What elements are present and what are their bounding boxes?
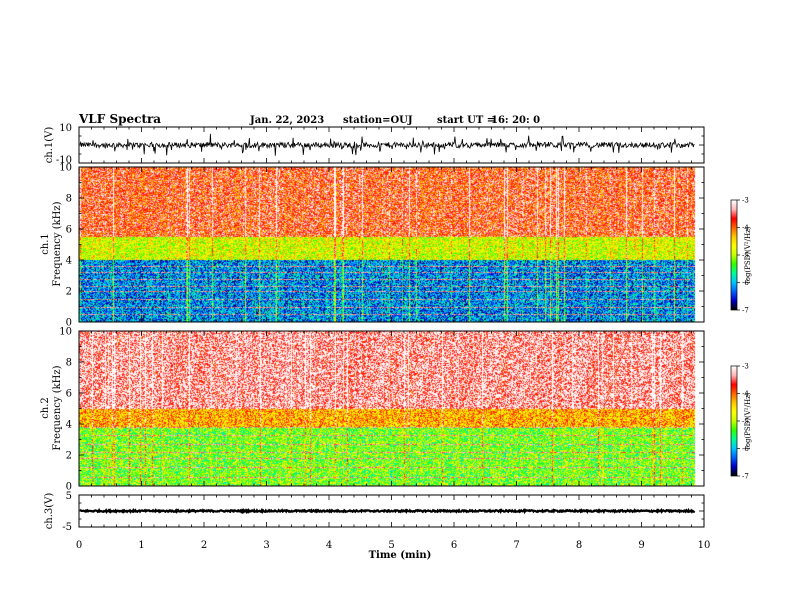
ch2-colorbar-image-holder (731, 366, 737, 476)
ch3-waveform-ylabel: ch.3(V) (44, 493, 55, 530)
time-axis-tick-label: 4 (326, 540, 332, 551)
time-axis-tick-label: 2 (201, 540, 207, 551)
ch1-colorbar-tick-label: -3 (742, 197, 749, 205)
ch2-colorbar-tick-label: -4 (742, 390, 749, 398)
ch2-colorbar-ticks: -3 -4 -5 -6 -7 (737, 363, 749, 481)
ch1-spectrogram-ytick-label: 8 (66, 194, 72, 205)
ch1-ytick-label-top: 10 (59, 123, 72, 134)
ch3-waveform-ticks (78, 494, 705, 528)
ch1-waveform-panel: 10 -10 ch.1(V) (44, 123, 705, 166)
ch1-waveform-ticks (78, 126, 705, 164)
ch2-spectrogram-image (79, 331, 704, 486)
time-axis-tick-label: 10 (698, 540, 711, 551)
ch1-spectrogram-ytick-label: 6 (66, 225, 72, 236)
ch1-waveform-ylabel: ch.1(V) (44, 127, 55, 164)
time-axis-tick-label: 3 (263, 540, 269, 551)
ch1-spectrogram-ylabel-frequency: Frequency (kHz) (52, 201, 63, 286)
time-axis-tick-label: 6 (451, 540, 457, 551)
time-axis-tick-labels: 0 1 2 3 4 5 6 7 8 9 10 (76, 540, 711, 551)
date-label: Jan. 22, 2023 (249, 115, 324, 126)
ch2-colorbar-tick-label: -6 (742, 445, 749, 453)
ch2-spectrogram-ticks (78, 330, 705, 487)
ch1-waveform-trace-line (79, 133, 695, 156)
ch1-colorbar-label: log(PSD)(V²/Hz) (744, 226, 752, 283)
ch2-spectrogram-ytick-label: 6 (66, 389, 72, 400)
ch2-spectrogram-ytick-label: 10 (59, 327, 72, 338)
ch2-spectrogram-ylabel-channel: ch.2 (40, 397, 51, 419)
time-axis-label: Time (min) (369, 550, 432, 561)
time-axis-tick-label: 7 (513, 540, 519, 551)
ch1-colorbar-image (731, 200, 737, 310)
ch1-colorbar-image-holder (731, 200, 737, 310)
ch2-colorbar-image (731, 366, 737, 476)
ch1-colorbar-tick-label: -4 (742, 224, 749, 232)
ch3-waveform-trace (79, 507, 696, 515)
ch1-ytick-label-bottom: -10 (56, 155, 72, 166)
ch3-ytick-label-bottom: -5 (62, 522, 72, 533)
ch3-waveform-panel: 5 -5 ch.3(V) 0 1 2 3 4 5 6 7 8 9 10 Time (min) (44, 491, 710, 561)
ch1-spectrogram-ylabel-channel: ch.1 (40, 233, 51, 255)
ch3-waveform-trace-line (79, 507, 696, 515)
ch2-colorbar-tick-label: -7 (742, 473, 749, 481)
ch2-colorbar-tick-label: -3 (742, 363, 749, 371)
ch1-spectrogram-ytick-label: 4 (66, 256, 72, 267)
ch1-colorbar-tick-label: -6 (742, 279, 749, 287)
ch2-spectrogram-ytick-labels: 0 2 4 6 8 10 (59, 327, 72, 493)
figure-title: VLF Spectra (78, 112, 161, 126)
ch2-spectrogram-ytick-label: 8 (66, 358, 72, 369)
ch2-colorbar-label: log(PSD)(V²/Hz) (744, 392, 752, 449)
ch1-spectrogram-ticks (78, 166, 705, 323)
time-axis-tick-label: 5 (388, 540, 394, 551)
ch1-spectrogram-image-holder (79, 167, 704, 322)
time-axis-tick-label: 0 (76, 540, 82, 551)
start-time-value: 16: 20: 0 (491, 115, 540, 126)
ch2-spectrogram-ylabel-frequency: Frequency (kHz) (52, 365, 63, 450)
ch1-spectrogram-ytick-labels: 0 2 4 6 8 10 (59, 163, 72, 329)
ch1-colorbar-tick-label: -5 (742, 252, 749, 260)
ch1-spectrogram-ytick-label: 0 (66, 318, 72, 329)
ch2-spectrogram-ytick-label: 2 (66, 451, 72, 462)
ch1-colorbar-ticks: -3 -4 -5 -6 -7 (737, 197, 749, 315)
ch3-ytick-label-top: 5 (66, 491, 72, 502)
ch2-spectrogram-ytick-label: 4 (66, 420, 72, 431)
station-label: station=OUJ (343, 115, 413, 126)
ch1-spectrogram-ytick-label: 10 (59, 163, 72, 174)
time-axis-tick-label: 9 (638, 540, 644, 551)
ch1-waveform-trace (79, 133, 695, 156)
start-time-label: start UT = (437, 115, 495, 126)
ch1-spectrogram-image (79, 167, 704, 322)
ch1-spectrogram-ytick-label: 2 (66, 287, 72, 298)
ch2-spectrogram-ytick-label: 0 (66, 482, 72, 493)
ch2-spectrogram-image-holder (79, 331, 704, 486)
ch1-colorbar-tick-label: -7 (742, 307, 749, 315)
time-axis-tick-label: 1 (138, 540, 144, 551)
time-axis-tick-label: 8 (576, 540, 582, 551)
ch2-colorbar-tick-label: -5 (742, 418, 749, 426)
